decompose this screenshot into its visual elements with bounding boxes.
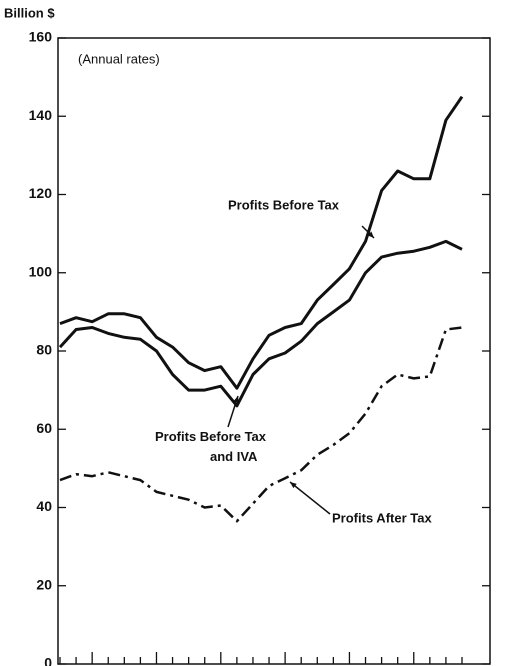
series-line — [59, 95, 464, 390]
series-line — [59, 326, 463, 523]
series-label: Profits After Tax — [332, 510, 432, 525]
y-tick-label: 140 — [29, 107, 53, 123]
series-label-line: Profits Before Tax — [155, 429, 270, 444]
y-tick-label: 120 — [29, 185, 53, 201]
y-axis-label: Billion $ — [4, 5, 55, 20]
annotation: (Annual rates) — [78, 51, 160, 66]
y-tick-label: 60 — [36, 420, 52, 436]
y-tick-label: 0 — [44, 655, 52, 666]
series-label-line: and IVA — [210, 449, 258, 464]
y-tick-label: 20 — [36, 576, 52, 592]
series-label: Profits Before Tax and IVA — [155, 429, 270, 464]
y-tick-label: 80 — [36, 342, 52, 358]
arrow-head — [233, 396, 239, 403]
series-line — [58, 239, 463, 408]
y-tick-label: 160 — [29, 29, 53, 45]
plot-frame — [57, 37, 491, 665]
series-label: Profits Before Tax — [228, 197, 340, 212]
arrow — [289, 481, 331, 515]
y-tick-label: 100 — [29, 263, 53, 279]
arrow-head — [290, 482, 297, 489]
y-tick-label: 40 — [36, 498, 52, 514]
arrow-head — [367, 231, 374, 238]
